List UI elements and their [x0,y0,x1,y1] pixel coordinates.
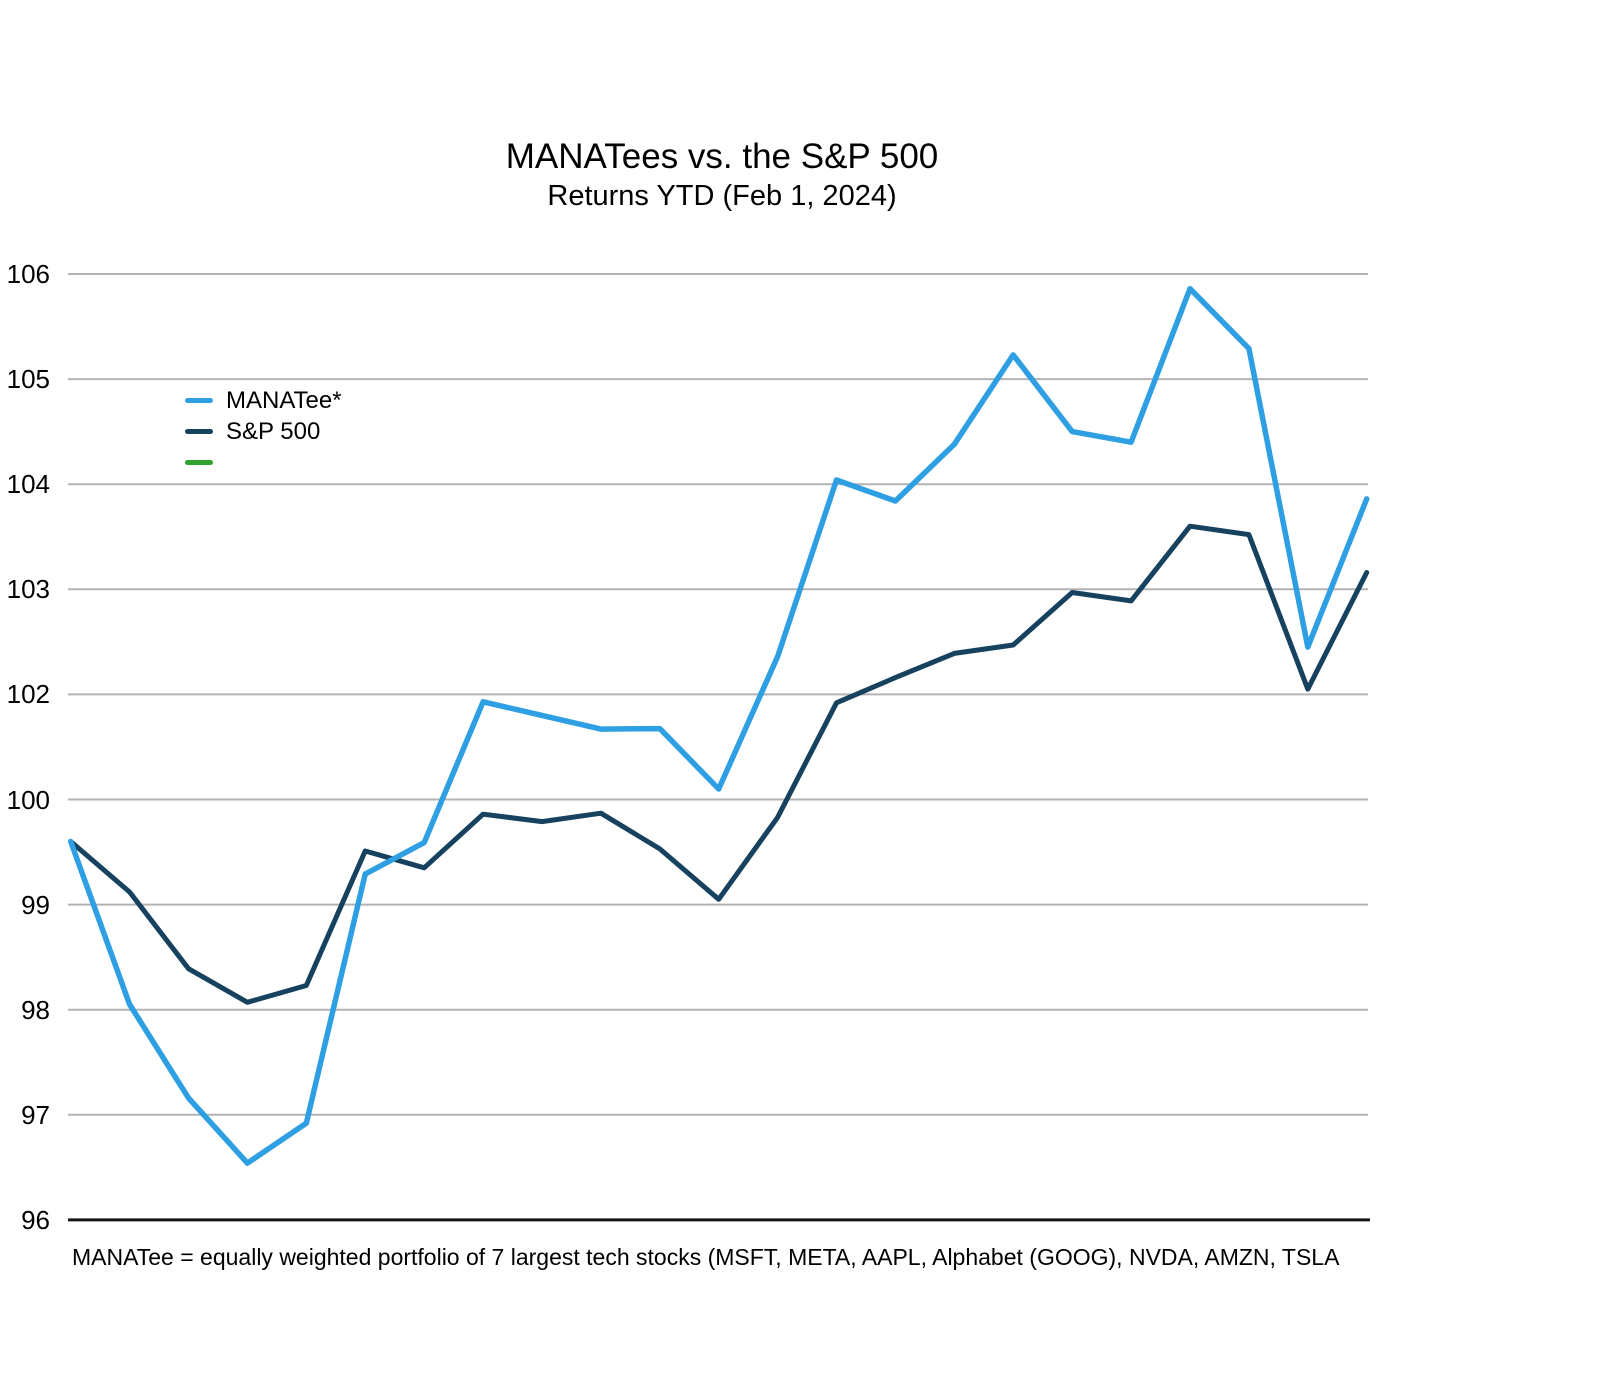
legend-swatch-icon [185,460,213,465]
legend-item: S&P 500 [185,416,342,447]
legend-item [185,447,342,478]
y-axis-tick-label: 99 [21,890,50,920]
y-axis-tick-label: 96 [21,1205,50,1235]
chart-subtitle: Returns YTD (Feb 1, 2024) [547,180,897,212]
legend-swatch-icon [185,398,213,403]
title-block: MANATees vs. the S&P 500 Returns YTD (Fe… [0,138,1444,213]
y-axis-tick-label: 102 [6,679,50,709]
y-axis-tick-label: 97 [21,1100,50,1130]
y-axis-tick-label: 106 [6,259,50,289]
series-line-s-p-500 [68,523,1370,1005]
legend-label: S&P 500 [226,417,321,445]
legend-swatch-icon [185,429,213,434]
series-line-manatee [67,285,1370,1166]
y-axis-tick-label: 105 [6,364,50,394]
y-axis-tick-label: 100 [6,785,50,815]
y-axis-tick-label: 104 [6,469,50,499]
footnote: MANATee = equally weighted portfolio of … [72,1244,1340,1270]
legend: MANATee* S&P 500 [185,385,342,478]
chart-title: MANATees vs. the S&P 500 [505,137,939,176]
legend-label: MANATee* [226,386,342,414]
y-axis-tick-label: 98 [21,995,50,1025]
y-axis-tick-label: 103 [6,574,50,604]
legend-item: MANATee* [185,385,342,416]
